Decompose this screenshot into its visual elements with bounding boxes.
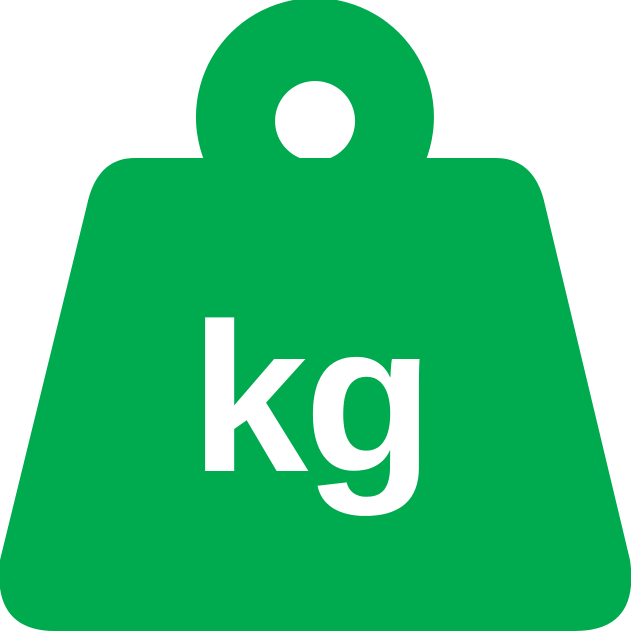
weight-body (0, 158, 631, 631)
kg-label: kg (190, 279, 433, 516)
